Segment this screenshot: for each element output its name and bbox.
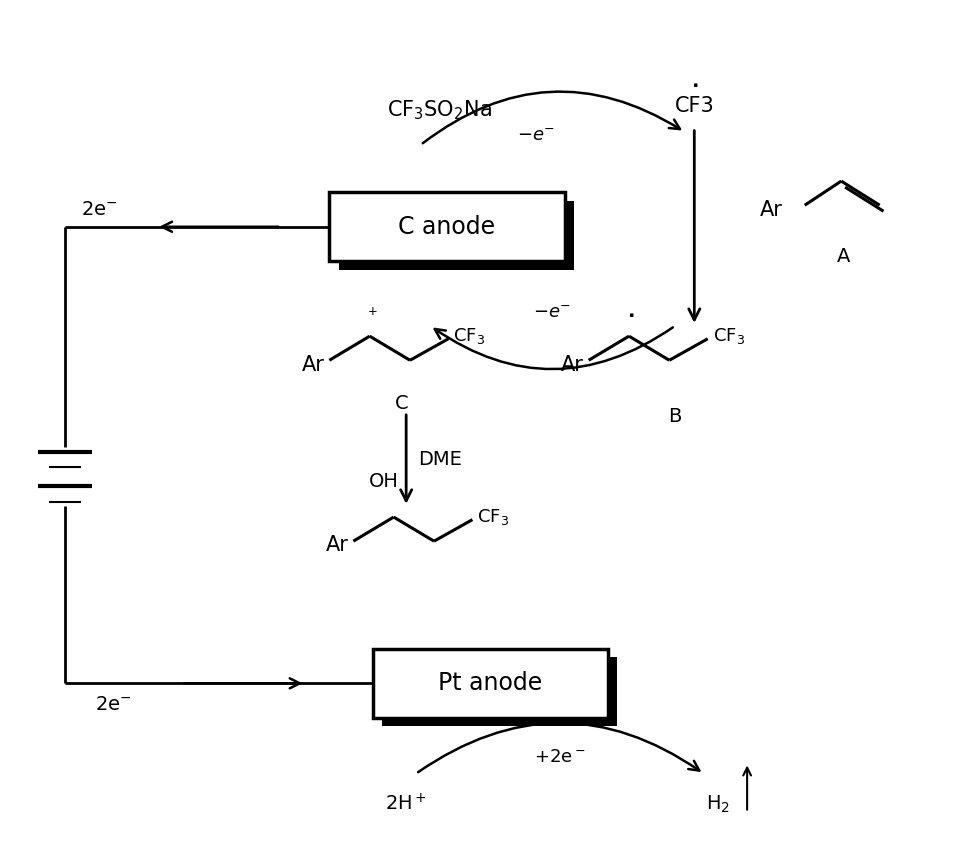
Text: CF$_3$SO$_2$Na: CF$_3$SO$_2$Na bbox=[387, 99, 493, 122]
Text: CF$_3$: CF$_3$ bbox=[477, 507, 509, 527]
Text: Ar: Ar bbox=[301, 355, 325, 375]
Text: $-e^{-}$: $-e^{-}$ bbox=[517, 127, 554, 146]
Text: A: A bbox=[837, 247, 850, 266]
Text: OH: OH bbox=[369, 473, 399, 492]
Text: C anode: C anode bbox=[398, 215, 496, 238]
Text: CF3: CF3 bbox=[674, 96, 714, 116]
Text: Ar: Ar bbox=[561, 355, 583, 375]
Text: $\mathbf{\cdot}$: $\mathbf{\cdot}$ bbox=[691, 75, 698, 95]
FancyBboxPatch shape bbox=[339, 201, 574, 270]
FancyBboxPatch shape bbox=[373, 649, 608, 718]
Text: Pt anode: Pt anode bbox=[438, 671, 542, 695]
Text: DME: DME bbox=[417, 450, 462, 469]
Text: B: B bbox=[668, 407, 682, 426]
Text: Ar: Ar bbox=[326, 536, 349, 556]
FancyBboxPatch shape bbox=[383, 657, 617, 727]
FancyBboxPatch shape bbox=[329, 192, 565, 261]
Text: $-e^{-}$: $-e^{-}$ bbox=[533, 304, 571, 322]
Text: 2e$^{-}$: 2e$^{-}$ bbox=[95, 695, 131, 714]
Text: CF$_3$: CF$_3$ bbox=[713, 326, 745, 346]
Text: +2e$^-$: +2e$^-$ bbox=[534, 747, 585, 766]
Text: CF$_3$: CF$_3$ bbox=[453, 326, 485, 346]
Text: C: C bbox=[394, 394, 409, 413]
Text: $^+$: $^+$ bbox=[365, 306, 378, 323]
Text: 2H$^+$: 2H$^+$ bbox=[385, 793, 427, 815]
Text: $\mathbf{\cdot}$: $\mathbf{\cdot}$ bbox=[627, 305, 635, 324]
Text: H$_2$: H$_2$ bbox=[706, 793, 730, 815]
Text: 2e$^{-}$: 2e$^{-}$ bbox=[80, 200, 117, 219]
Text: Ar: Ar bbox=[759, 199, 782, 219]
